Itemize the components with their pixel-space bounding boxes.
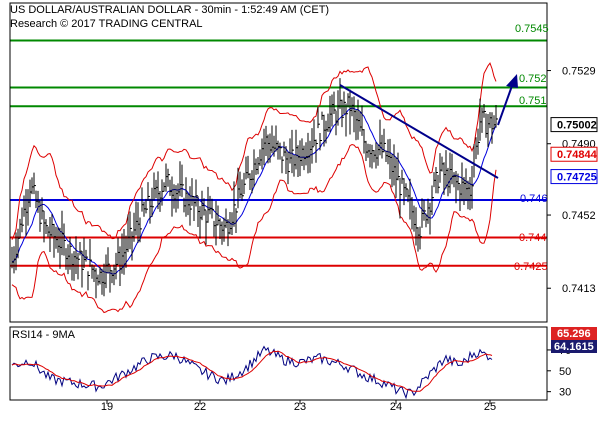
projection-arrow-head xyxy=(506,74,518,88)
price-bars xyxy=(11,78,498,299)
x-tick-label: 24 xyxy=(390,401,402,413)
level-label: 0.7425 xyxy=(514,261,548,273)
rsi-panel-frame xyxy=(9,326,548,401)
tag-0.74844: 0.74844 xyxy=(557,149,598,161)
annotations xyxy=(339,74,518,179)
x-tick-label: 25 xyxy=(484,401,496,413)
level-label: 0.744 xyxy=(519,232,547,244)
last-price-tag: 0.75002 xyxy=(557,120,597,132)
y-tick-label: 0.7529 xyxy=(562,66,596,78)
last-price-tag-box xyxy=(550,117,598,133)
level-label: 0.752 xyxy=(519,73,547,85)
tag-0.74844-box xyxy=(550,146,598,162)
support-resistance-levels xyxy=(10,39,547,267)
price-panel-frame xyxy=(9,2,548,323)
level-label: 0.746 xyxy=(520,193,548,205)
rsi-tag: 64.1615 xyxy=(554,341,594,353)
bollinger-upper xyxy=(11,62,497,240)
rsi-ma-tag: 65.296 xyxy=(557,328,591,340)
tag-0.74725: 0.74725 xyxy=(557,172,597,184)
chart-title: US DOLLAR/AUSTRALIAN DOLLAR - 30min - 1:… xyxy=(10,4,330,16)
rsi-panel xyxy=(11,345,493,400)
level-label: 0.7545 xyxy=(515,23,549,35)
rsi-title: RSI14 - 9MA xyxy=(12,329,76,341)
moving-average xyxy=(11,107,497,275)
bollinger-bands xyxy=(11,62,497,314)
rsi-y-tick-label: 50 xyxy=(559,366,571,378)
y-tick-label: 0.7452 xyxy=(562,210,596,222)
rsi-ma-line xyxy=(11,350,493,392)
rsi-ma-tag-box xyxy=(551,327,597,340)
level-label: 0.751 xyxy=(519,95,547,107)
tag-0.74725-box xyxy=(550,169,598,185)
trendline xyxy=(339,84,499,179)
x-tick-label: 22 xyxy=(194,401,206,413)
axis-labels: 19 22 23 24 250.75290.74900.74520.74130.7545… xyxy=(12,23,598,413)
rsi-line xyxy=(11,345,493,400)
y-tick-label: 0.7413 xyxy=(562,283,596,295)
x-tick-label: 23 xyxy=(294,401,306,413)
rsi-y-tick-label: 30 xyxy=(559,387,571,399)
projection-arrow xyxy=(497,82,514,126)
chart-frame xyxy=(9,2,551,404)
rsi-tag-box xyxy=(551,340,597,353)
x-tick-label: 19 xyxy=(101,401,113,413)
chart-subtitle: Research © 2017 TRADING CENTRAL xyxy=(10,18,203,30)
bollinger-lower xyxy=(11,143,497,314)
